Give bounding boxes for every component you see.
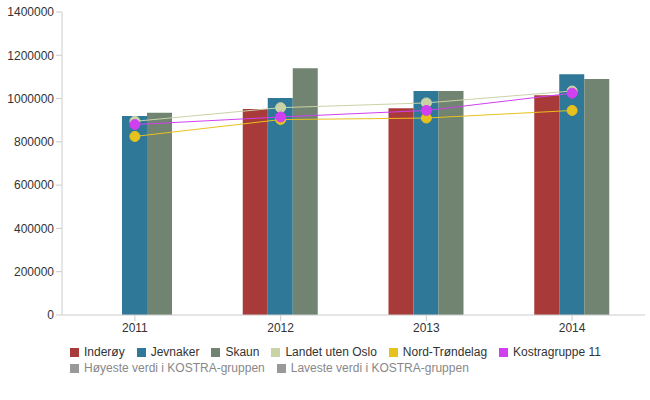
html-text:Inderøy: Inderøy — [84, 345, 125, 359]
svg-text:400000: 400000 — [14, 222, 54, 236]
svg-text:1200000: 1200000 — [8, 49, 54, 63]
html-text:Høyeste verdi i KOSTRA-gruppen: Høyeste verdi i KOSTRA-gruppen — [84, 361, 265, 375]
svg-text:0: 0 — [47, 308, 54, 322]
svg-text:800000: 800000 — [14, 135, 54, 149]
html-text:Skaun: Skaun — [225, 345, 260, 359]
svg-text:2013: 2013 — [413, 321, 440, 335]
html-text:Jevnaker: Jevnaker — [150, 345, 200, 359]
svg-text:2014: 2014 — [559, 321, 586, 335]
svg-text:2012: 2012 — [267, 321, 294, 335]
svg-text:200000: 200000 — [14, 265, 54, 279]
html-text:Nord-Trøndelag: Nord-Trøndelag — [402, 345, 488, 359]
svg-text:600000: 600000 — [14, 178, 54, 192]
html-text:Landet uten Oslo: Landet uten Oslo — [285, 345, 377, 359]
svg-text:2011: 2011 — [122, 321, 148, 335]
svg-text:1000000: 1000000 — [8, 92, 54, 106]
html-text:Laveste verdi i KOSTRA-gruppen: Laveste verdi i KOSTRA-gruppen — [290, 361, 469, 375]
svg-text:1400000: 1400000 — [8, 5, 54, 19]
html-text:Kostragruppe 11: Kostragruppe 11 — [513, 345, 601, 359]
